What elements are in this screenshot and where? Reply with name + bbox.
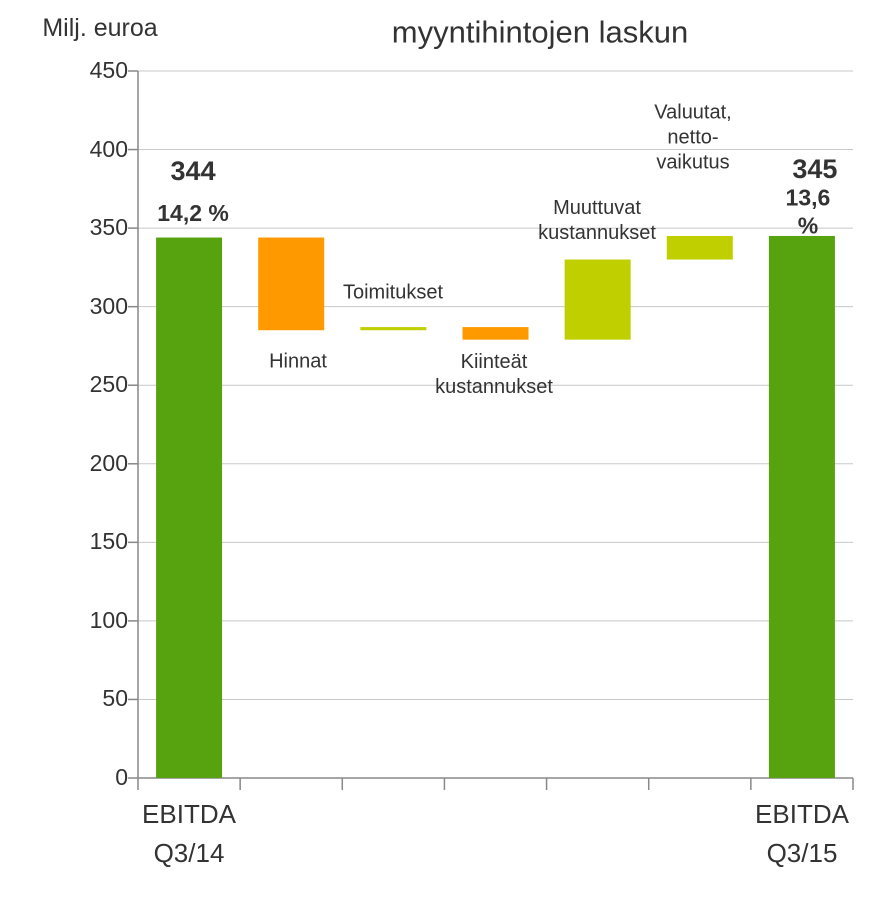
bar xyxy=(666,235,733,260)
value-label: 344 xyxy=(170,155,216,186)
bar xyxy=(258,237,325,331)
y-tick-label: 200 xyxy=(89,449,128,476)
y-axis-label: Milj. euroa xyxy=(42,14,158,42)
y-tick-label: 350 xyxy=(89,214,128,241)
chart-title: myyntihintojen laskun xyxy=(391,14,689,50)
category-label: Valuutat, netto- vaikutus xyxy=(654,101,732,174)
y-tick-label: 400 xyxy=(89,135,128,162)
category-label: Toimitukset xyxy=(342,281,444,304)
category-label: EBITDA Q3/15 xyxy=(755,799,849,868)
y-tick-label: 250 xyxy=(89,371,128,398)
bar xyxy=(156,237,223,778)
category-label: Muuttuvat kustannukset xyxy=(538,197,656,244)
category-label: EBITDA Q3/14 xyxy=(142,799,236,868)
bar xyxy=(360,327,427,331)
y-tick-label: 300 xyxy=(89,292,128,319)
y-tick-label: 450 xyxy=(89,57,128,84)
y-tick-label: 0 xyxy=(115,764,128,791)
y-tick-label: 100 xyxy=(89,607,128,634)
category-label: Kiinteät kustannukset xyxy=(435,351,553,398)
value-label: 345 xyxy=(792,153,838,184)
bar xyxy=(768,235,835,778)
annotation: 14,2 % xyxy=(157,199,229,226)
y-tick-label: 50 xyxy=(102,685,128,712)
bar xyxy=(564,259,631,340)
category-label: Hinnat xyxy=(269,350,327,373)
y-tick-label: 150 xyxy=(89,528,128,555)
annotation: 13,6 % xyxy=(785,184,831,238)
bar xyxy=(462,327,529,340)
